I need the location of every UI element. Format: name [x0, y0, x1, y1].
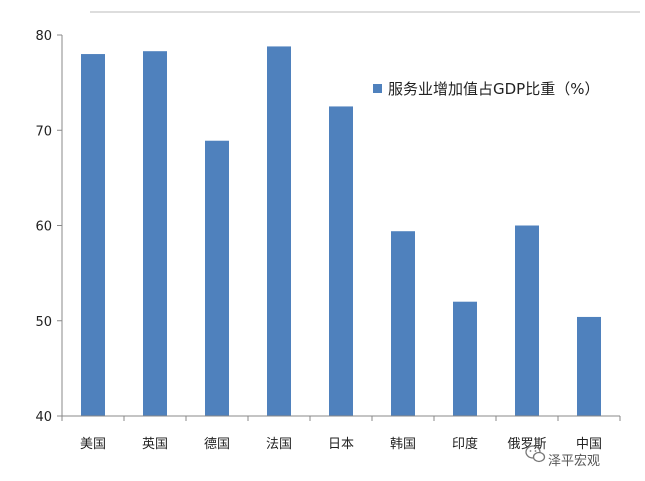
- x-tick-label: 美国: [80, 437, 106, 452]
- bar: [577, 316, 601, 416]
- bar: [453, 301, 477, 416]
- legend-label: 服务业增加值占GDP比重（%）: [388, 80, 599, 98]
- x-tick-label: 俄罗斯: [507, 437, 546, 452]
- x-tick-label: 印度: [452, 436, 478, 452]
- y-axis: 40 50 60 70 80: [35, 29, 63, 425]
- y-tick-label: 40: [35, 410, 52, 425]
- x-tick-label: 法国: [266, 437, 292, 452]
- bar: [515, 225, 539, 416]
- y-tick-label: 70: [35, 124, 52, 139]
- x-tick-label: 英国: [142, 437, 168, 452]
- bar: [205, 140, 229, 417]
- bar: [391, 231, 415, 416]
- bar: [329, 106, 353, 416]
- x-tick-label: 中国: [576, 437, 602, 452]
- legend: 服务业增加值占GDP比重（%）: [373, 80, 599, 98]
- legend-swatch: [373, 84, 382, 93]
- x-tick-label: 日本: [328, 437, 354, 452]
- x-tick-label: 韩国: [390, 437, 416, 452]
- watermark-text: 泽平宏观: [548, 454, 600, 469]
- y-tick-label: 50: [35, 315, 52, 330]
- wechat-icon: [525, 445, 546, 463]
- bars: [81, 46, 601, 417]
- y-tick-label: 80: [35, 29, 52, 44]
- watermark: 泽平宏观: [525, 445, 600, 469]
- x-axis: 美国 英国 德国 法国 日本 韩国 印度 俄罗斯 中国: [61, 415, 621, 452]
- x-tick-label: 德国: [204, 437, 230, 452]
- bar: [81, 54, 105, 417]
- bar: [143, 51, 167, 416]
- bar: [267, 46, 291, 417]
- y-tick-label: 60: [35, 220, 52, 235]
